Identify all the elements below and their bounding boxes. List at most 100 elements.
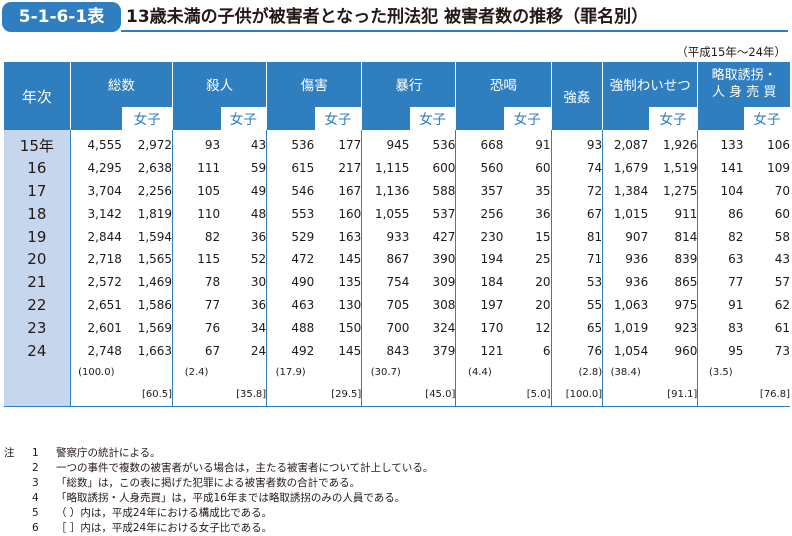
table-cell: 83 [697,316,744,340]
note-text: 「総数」は，この表に掲げた犯罪による被害者数の合計である。 [56,477,361,489]
table-row: 23 2,601 1,569 76 34 488 150 700 324 170 12 65 1,019… [4,316,790,340]
table-cell: 2,601 [69,316,122,340]
table-cell: 1,586 [137,297,173,312]
table-cell: 1,054 [602,339,649,362]
period-label: （平成15年〜24年） [676,45,786,59]
table-cell: 2,718 [69,247,122,271]
composition-ratio: (3.5) [697,361,744,384]
table-cell: 472 [266,247,315,271]
note-number: 4 [32,492,39,504]
table-cell: 2,748 [69,339,122,362]
table-cell: 110 [172,202,221,226]
empty-cell [455,383,504,407]
female-ratio-row: [60.5] [35.8] [29.5] [45.0] [5.0] [100.0] [91.… [4,383,790,407]
table-cell: 390 [432,252,456,267]
row-year: 17 [4,179,71,203]
table-cell: 61 [774,320,790,335]
notes-label: 注 [4,447,15,459]
row-year: 20 [4,247,71,271]
table-cell: 67 [172,339,221,362]
table-cell: 70 [774,183,790,198]
table-cell: 492 [266,339,315,362]
table-cell: 1,384 [602,179,649,203]
empty-cell [361,383,410,407]
table-cell: 936 [602,247,649,271]
table-cell: 177 [338,138,362,153]
table-cell: 20 [535,297,551,312]
table-cell: 1,015 [602,202,649,226]
table-number-badge: 5-1-6-1表 [2,2,121,32]
note-line: 6 ［ ］内は，平成24年における女子比である。 [4,521,433,536]
header-murder: 殺人 [172,62,267,106]
table-cell: 36 [535,206,551,221]
header-sub-blank [172,106,221,130]
header-sub-blank [69,106,122,130]
empty-cell [266,383,315,407]
table-cell: 24 [250,343,267,358]
table-cell: 1,819 [137,206,173,221]
female-ratio: [45.0] [425,389,456,401]
composition-ratio: (30.7) [361,361,410,384]
table-cell: 43 [250,138,267,153]
note-text: 警察庁の統計による。 [56,447,161,459]
table-cell: 668 [455,130,504,157]
table-cell: 217 [338,161,362,176]
table-cell: 30 [250,275,267,290]
table-cell: 2,256 [137,183,173,198]
header-women: 女子 [742,105,790,130]
composition-ratio: (2.8) [550,361,603,384]
table-cell: 936 [602,270,649,294]
table-cell: 167 [338,183,362,198]
table-row: 19 2,844 1,594 82 36 529 163 933 427 230 15 81 907 81… [4,225,790,248]
table-cell: 105 [172,179,221,203]
table-cell: 48 [250,206,267,221]
table-row: 24 2,748 1,663 67 24 492 145 843 379 121 6 76 1,054 9… [4,339,790,362]
table-cell: 536 [432,138,456,153]
table-cell: 923 [674,320,698,335]
table-cell: 911 [674,206,698,221]
female-ratio: [76.8] [759,389,790,401]
header-sub-blank [697,106,744,130]
table-cell: 1,063 [602,293,649,317]
composition-ratio: (100.0) [69,361,122,384]
table-body: 15年 4,555 2,972 93 43 536 177 945 536 668 91 93 2,08… [4,130,790,407]
female-ratio: [35.8] [236,389,267,401]
table-cell: 59 [250,161,267,176]
table-cell: 2,087 [602,130,649,157]
table-cell: 20 [535,275,551,290]
header-kidnapping: 略取誘拐・ 人 身 売 買 [697,62,790,106]
note-number: 5 [32,507,39,519]
table-cell: 2,638 [137,161,173,176]
table-cell: 588 [432,183,456,198]
table-cell: 35 [535,183,551,198]
empty-cell [172,383,221,407]
table-cell: 78 [172,270,221,294]
table-row: 16 4,295 2,638 111 59 615 217 1,115 600 560 60 74 1,… [4,156,790,180]
table-cell: 121 [455,339,504,362]
table-cell: 93 [172,130,221,157]
table-cell: 81 [550,225,603,248]
table-cell: 865 [674,275,698,290]
note-line: 4 「略取誘拐・人身売買」は，平成16年までは略取誘拐のみの人員である。 [4,491,433,506]
table-cell: 615 [266,156,315,180]
composition-ratio: (2.4) [172,361,221,384]
table-cell: 814 [674,229,698,244]
table-cell: 25 [535,252,551,267]
header-women: 女子 [502,105,551,130]
table-cell: 163 [338,229,362,244]
table-cell: 91 [535,138,551,153]
table-cell: 93 [550,130,603,157]
note-text: 一つの事件で複数の被害者がいる場合は，主たる被害者について計上している。 [56,462,434,474]
table-cell: 1,519 [662,161,698,176]
table-cell: 308 [432,297,456,312]
row-year: 21 [4,270,71,294]
table-cell: 960 [674,343,698,358]
table-cell: 1,565 [137,252,173,267]
note-line: 2 一つの事件で複数の被害者がいる場合は，主たる被害者について計上している。 [4,461,433,476]
table-cell: 1,594 [137,229,173,244]
female-ratio: [60.5] [141,389,173,401]
table-cell: 546 [266,179,315,203]
header-women: 女子 [313,105,362,130]
header-women: 女子 [219,105,267,130]
header-women: 女子 [647,105,698,130]
